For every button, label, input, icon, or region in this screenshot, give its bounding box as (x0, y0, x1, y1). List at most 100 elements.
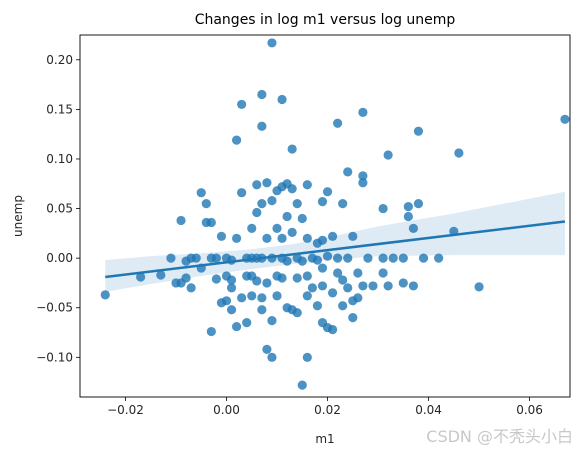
data-point (282, 256, 292, 266)
data-point (454, 148, 464, 158)
data-point (277, 94, 287, 105)
data-point (237, 99, 247, 110)
confidence-band (105, 191, 565, 292)
plot-frame (79, 34, 571, 398)
data-point (302, 233, 312, 243)
watermark: CSDN @不秃头小白 (426, 427, 573, 446)
data-point (232, 233, 242, 243)
data-point (292, 308, 302, 318)
plot-area (100, 38, 570, 390)
data-point (221, 296, 232, 306)
data-point (560, 114, 570, 124)
data-point (413, 126, 424, 136)
x-tick-label: 0.02 (314, 403, 341, 417)
data-point (237, 293, 247, 303)
data-point (403, 211, 413, 222)
data-point (368, 281, 378, 291)
x-tick-label: 0.06 (516, 403, 543, 417)
data-point (434, 253, 444, 263)
data-point (292, 199, 302, 209)
x-axis-label: m1 (315, 432, 334, 446)
x-tick-label: 0.00 (213, 403, 240, 417)
data-point (257, 121, 267, 131)
data-point (333, 118, 343, 128)
data-point (333, 253, 343, 263)
data-point (343, 253, 353, 263)
data-point (317, 197, 328, 207)
data-point (317, 235, 328, 245)
data-point (378, 203, 388, 214)
data-point (302, 180, 312, 190)
data-point (176, 215, 186, 226)
data-point (312, 301, 323, 311)
data-point (408, 223, 418, 233)
data-point (257, 89, 267, 100)
data-point (358, 281, 368, 291)
data-point (297, 380, 307, 390)
data-point (272, 223, 282, 233)
data-point (408, 281, 418, 291)
data-point (211, 253, 221, 263)
data-point (348, 313, 358, 323)
y-tick-label: 0.15 (46, 102, 73, 116)
data-point (302, 271, 312, 281)
data-point (257, 199, 267, 209)
data-point (297, 256, 307, 266)
chart-title: Changes in log m1 versus log unemp (195, 12, 456, 28)
data-point (333, 268, 343, 278)
data-point (327, 288, 338, 298)
data-point (100, 290, 110, 300)
data-point (327, 231, 338, 241)
data-point (338, 275, 348, 285)
data-point (292, 273, 302, 283)
data-point (206, 326, 216, 337)
data-point (136, 272, 146, 282)
data-point (474, 282, 484, 292)
data-point (257, 293, 267, 303)
data-point (206, 217, 216, 228)
data-point (378, 253, 388, 263)
data-point (363, 253, 373, 263)
data-point (232, 135, 242, 145)
x-axis: −0.02 0.00 0.02 0.04 0.06 (107, 397, 543, 417)
data-point (287, 144, 297, 154)
data-point (338, 199, 348, 209)
data-point (267, 352, 277, 362)
data-point (267, 316, 277, 326)
data-point (343, 283, 353, 293)
y-tick-label: 0.00 (46, 251, 73, 265)
x-tick-label: 0.04 (415, 403, 442, 417)
data-point (277, 273, 287, 283)
data-point (383, 281, 393, 291)
data-point (358, 107, 368, 117)
data-point (247, 223, 257, 233)
data-point (383, 150, 393, 160)
data-point (287, 184, 297, 194)
data-point (181, 273, 191, 283)
data-point (247, 291, 257, 301)
y-axis: −0.10 −0.05 0.00 0.05 0.10 0.15 0.20 (36, 53, 80, 364)
data-point (267, 196, 277, 206)
x-tick-label: −0.02 (107, 403, 144, 417)
data-point (343, 167, 353, 177)
data-point (262, 233, 272, 243)
data-point (156, 270, 166, 280)
data-point (348, 231, 358, 241)
y-tick-label: 0.05 (46, 202, 73, 216)
data-point (262, 344, 272, 354)
data-point (358, 178, 368, 188)
y-tick-label: −0.05 (36, 301, 73, 315)
data-point (257, 305, 267, 315)
data-point (353, 268, 363, 278)
data-point (216, 231, 227, 241)
data-point (297, 213, 307, 224)
data-point (237, 188, 247, 198)
data-point (166, 253, 176, 263)
data-point (262, 278, 272, 288)
data-point (317, 263, 328, 273)
data-point (252, 180, 262, 190)
y-axis-label: unemp (11, 195, 25, 237)
data-point (378, 268, 388, 278)
data-point (338, 301, 348, 311)
